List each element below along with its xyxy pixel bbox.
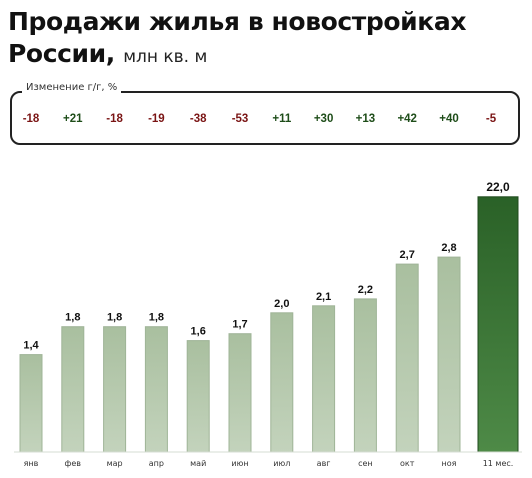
category-label: мар bbox=[107, 459, 123, 468]
title-unit: млн кв. м bbox=[123, 47, 208, 67]
bar-авг bbox=[312, 305, 336, 453]
yoy-change-value: +21 bbox=[63, 113, 83, 125]
bar-value-label: 1,7 bbox=[232, 319, 247, 331]
bar-июн bbox=[228, 333, 252, 453]
bar-value-label: 1,6 bbox=[191, 326, 206, 338]
bar-value-label: 2,1 bbox=[316, 291, 331, 303]
bar-value-label: 2,2 bbox=[358, 284, 373, 296]
bar-total bbox=[477, 196, 519, 453]
yoy-change-value: -5 bbox=[486, 113, 497, 125]
bar-value-label: 1,8 bbox=[149, 312, 164, 324]
bar-value-label: 2,7 bbox=[400, 249, 415, 261]
yoy-change-value: -18 bbox=[23, 113, 40, 125]
bar-value-label: 2,0 bbox=[274, 298, 289, 310]
category-label: июл bbox=[273, 459, 290, 468]
bar-ноя bbox=[437, 256, 461, 453]
bar-май bbox=[186, 340, 210, 453]
bar-янв bbox=[19, 354, 43, 453]
category-label: сен bbox=[358, 459, 373, 468]
yoy-change-value: -19 bbox=[148, 113, 165, 125]
yoy-change-value: +13 bbox=[356, 113, 376, 125]
category-label: апр bbox=[149, 459, 164, 468]
yoy-change-value: +42 bbox=[397, 113, 417, 125]
bar-value-label: 2,8 bbox=[441, 242, 456, 254]
yoy-change-value: +40 bbox=[439, 113, 459, 125]
bar-окт bbox=[395, 263, 419, 453]
category-label: июн bbox=[231, 459, 248, 468]
category-label: 11 мес. bbox=[483, 459, 514, 468]
category-label: ноя bbox=[442, 459, 457, 468]
category-label: окт bbox=[400, 459, 415, 468]
bar-фев bbox=[61, 326, 85, 453]
bar-value-label: 1,8 bbox=[107, 312, 122, 324]
title-line-2: России, bbox=[8, 39, 115, 68]
yoy-change-value: -38 bbox=[190, 113, 207, 125]
bar-value-label: 1,8 bbox=[65, 312, 80, 324]
title-line-1: Продажи жилья в новостройках bbox=[8, 7, 467, 36]
yoy-change-value: -18 bbox=[106, 113, 123, 125]
category-label: янв bbox=[24, 459, 39, 468]
bar-value-label: 1,4 bbox=[23, 340, 39, 352]
bar-мар bbox=[103, 326, 127, 453]
bar-апр bbox=[144, 326, 168, 453]
yoy-change-label: Изменение г/г, % bbox=[22, 82, 122, 93]
chart-title: Продажи жилья в новостройках России, млн… bbox=[8, 6, 528, 73]
yoy-change-value: +30 bbox=[314, 113, 334, 125]
category-label: фев bbox=[65, 459, 82, 468]
category-label: май bbox=[190, 459, 206, 468]
yoy-change-value: -53 bbox=[232, 113, 249, 125]
bar-июл bbox=[270, 312, 294, 453]
bar-сен bbox=[353, 298, 377, 453]
yoy-change-value: +11 bbox=[272, 113, 291, 125]
bar-value-label: 22,0 bbox=[486, 180, 510, 194]
category-label: авг bbox=[317, 459, 331, 468]
yoy-change-panel bbox=[10, 91, 520, 145]
